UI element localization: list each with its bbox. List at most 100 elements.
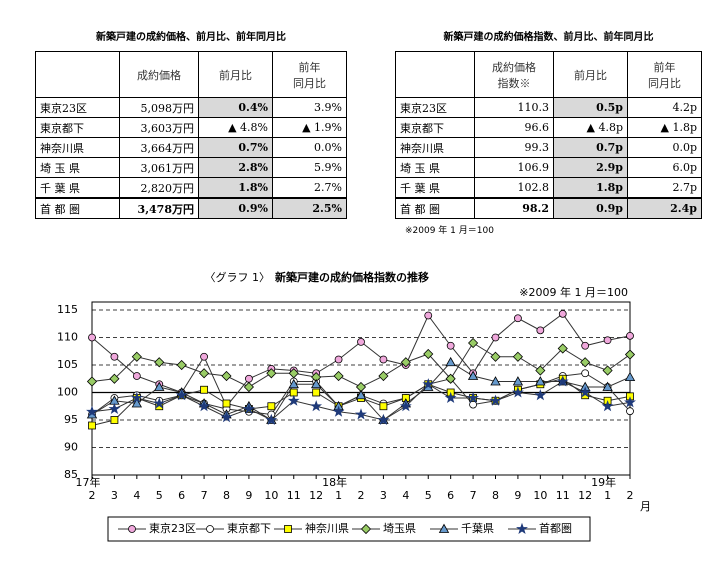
marker — [422, 378, 435, 390]
x-tick-label: 5 — [156, 489, 163, 502]
marker — [154, 381, 165, 391]
x-tick-label: 2 — [358, 489, 365, 502]
marker — [512, 386, 524, 398]
table-cell: 6.0p — [627, 157, 702, 178]
marker — [88, 421, 96, 430]
marker — [86, 376, 98, 387]
marker — [332, 405, 345, 417]
header-cell: 成約価格 指数※ — [474, 51, 554, 98]
legend-label: 神奈川県 — [305, 521, 349, 535]
marker — [267, 402, 276, 411]
marker — [468, 337, 479, 349]
marker — [446, 341, 455, 350]
marker — [603, 336, 612, 345]
marker — [624, 396, 636, 408]
marker — [579, 386, 592, 398]
marker — [489, 394, 502, 406]
marker — [626, 331, 634, 340]
table-cell: 首 都 圏 — [395, 197, 475, 219]
x-tick-label: 8 — [492, 489, 499, 502]
table-cell: 1.8p — [553, 177, 628, 199]
marker — [221, 370, 232, 382]
table-cell: ▲ 4.8% — [198, 117, 273, 138]
table-cell: 2.7p — [627, 177, 702, 199]
x-unit: 月 — [640, 500, 651, 513]
table-row: 東京都下 3,603万円 ▲ 4.8% ▲ 1.9% — [35, 117, 347, 138]
marker — [467, 391, 479, 403]
table-note: ※2009 年 1 月＝100 — [405, 226, 494, 236]
x-tick-label: 7 — [201, 489, 208, 502]
table-cell: 2.7% — [272, 177, 347, 199]
x-tick-label: 4 — [402, 489, 409, 502]
table-cell: 埼 玉 県 — [395, 157, 475, 178]
marker — [310, 378, 322, 389]
table: 成約価格 指数※ 前月比 前年 同月比 東京23区 110.3 0.5p 4.2p 東京都下 9… — [395, 51, 702, 219]
marker — [109, 373, 120, 384]
x-tick-label: 9 — [245, 489, 252, 502]
table-row: 埼 玉 県 106.9 2.9p 6.0p — [395, 157, 702, 178]
marker — [288, 378, 299, 389]
y-tick-label: 115 — [57, 303, 78, 316]
table-cell: 3,603万円 — [119, 117, 199, 138]
marker — [110, 416, 119, 424]
x-tick-label: 2 — [627, 489, 634, 502]
marker — [312, 388, 321, 397]
marker — [88, 333, 96, 342]
marker — [153, 397, 166, 409]
marker — [128, 525, 136, 533]
marker — [284, 525, 292, 533]
table-cell: 首 都 圏 — [35, 197, 120, 219]
legend-label: 東京23区 — [149, 521, 196, 535]
table-cell: 2.8% — [198, 157, 273, 178]
year-label: 18年 — [322, 475, 347, 489]
marker — [423, 348, 434, 360]
chart-title: 新築戸建の成約価格指数の推移 — [275, 270, 429, 284]
x-tick-label: 12 — [309, 489, 323, 502]
marker — [535, 365, 546, 376]
marker — [355, 389, 367, 400]
year-label: 17年 — [76, 475, 101, 489]
marker — [491, 333, 500, 342]
marker — [200, 352, 208, 361]
table-cell: 0.5p — [553, 97, 628, 118]
marker — [514, 314, 522, 323]
marker — [556, 375, 569, 387]
marker — [265, 413, 278, 425]
table-row: 首 都 圏 98.2 0.9p 2.4p — [395, 197, 702, 219]
marker — [516, 522, 528, 534]
x-tick-label: 6 — [447, 489, 454, 502]
marker — [490, 376, 501, 386]
table-cell: 3,664万円 — [119, 137, 199, 158]
marker — [266, 368, 277, 379]
marker — [535, 376, 546, 386]
table-row: 神奈川県 99.3 0.7p 0.0p — [395, 137, 702, 158]
marker — [154, 357, 165, 368]
x-tick-label: 10 — [533, 489, 547, 502]
table-cell: 2.4p — [627, 197, 702, 219]
y-tick-label: 95 — [64, 413, 78, 426]
marker — [536, 326, 545, 335]
table-cell: 1.8% — [198, 177, 273, 199]
marker — [379, 402, 388, 411]
x-tick-label: 11 — [556, 489, 570, 502]
chart-title-prefix: 〈グラフ 1〉 — [205, 270, 271, 284]
table-cell: 0.4% — [198, 97, 273, 118]
marker — [378, 370, 389, 382]
table-cell: 3,478万円 — [119, 197, 199, 219]
table-cell: 0.7p — [553, 137, 628, 158]
y-tick-label: 85 — [64, 468, 78, 481]
marker — [131, 398, 143, 408]
table: 成約価格 前月比 前年 同月比 東京23区 5,098万円 0.4% 3.9% 東京都下 3,6… — [35, 51, 347, 219]
marker — [200, 385, 208, 394]
x-tick-label: 11 — [287, 489, 301, 502]
table-cell: 99.3 — [474, 137, 554, 158]
header-cell: 前年 同月比 — [627, 51, 702, 98]
table-cell: 102.8 — [474, 177, 554, 199]
marker — [220, 411, 233, 423]
legend-label: 千葉県 — [461, 521, 494, 535]
marker — [360, 523, 372, 535]
marker — [175, 389, 188, 401]
x-tick-label: 12 — [578, 489, 592, 502]
y-tick-label: 90 — [64, 441, 78, 454]
